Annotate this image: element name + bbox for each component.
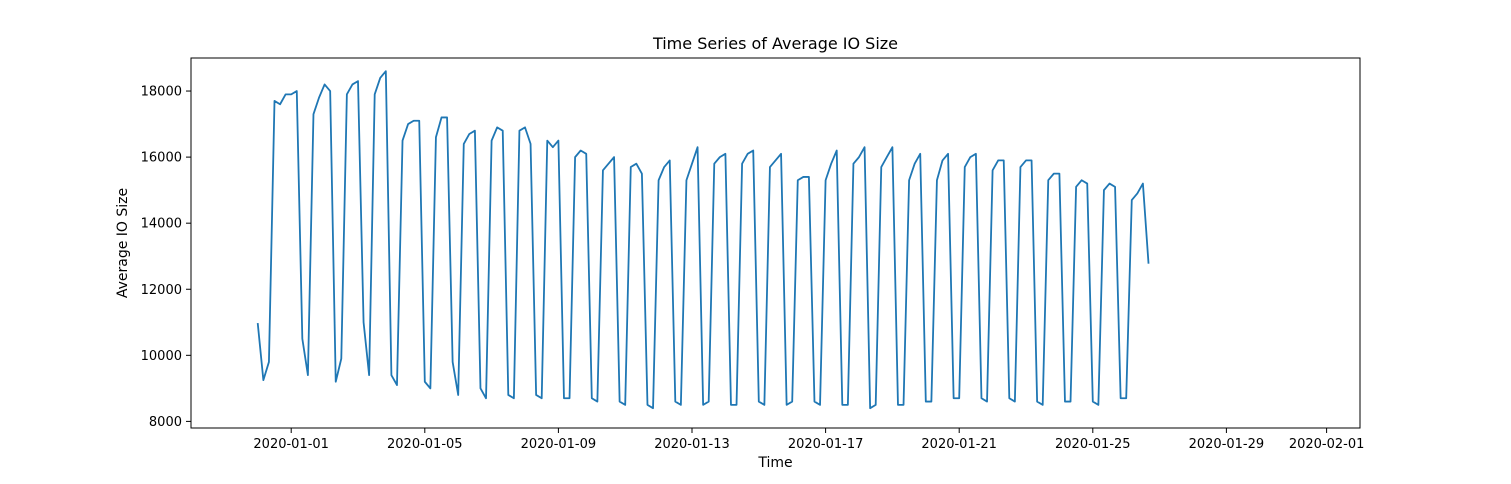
y-axis: 8000 10000 12000 14000 16000 18000 [141, 85, 191, 430]
x-tick-label: 2020-01-29 [1189, 437, 1265, 452]
y-tick-label: 10000 [141, 349, 182, 364]
x-tick-label: 2020-01-05 [387, 437, 463, 452]
x-tick-label: 2020-02-01 [1289, 437, 1365, 452]
chart-title: Time Series of Average IO Size [652, 34, 898, 53]
x-tick-label: 2020-01-17 [788, 437, 864, 452]
y-tick-label: 12000 [141, 283, 182, 298]
x-tick-label: 2020-01-13 [654, 437, 730, 452]
axes-frame [190, 57, 1361, 429]
x-tick-label: 2020-01-21 [921, 437, 997, 452]
x-axis: 2020-01-01 2020-01-05 2020-01-09 2020-01-13… [253, 428, 1364, 452]
x-tick-label: 2020-01-25 [1055, 437, 1131, 452]
data-layer [256, 70, 1150, 410]
x-tick-label: 2020-01-01 [253, 437, 329, 452]
y-axis-label: Average IO Size [115, 188, 131, 298]
x-tick-label: 2020-01-09 [521, 437, 597, 452]
series-line [256, 70, 1150, 410]
y-tick-label: 18000 [141, 85, 182, 100]
y-tick-label: 16000 [141, 151, 182, 166]
y-tick-label: 8000 [149, 415, 182, 430]
y-tick-label: 14000 [141, 217, 182, 232]
x-axis-label: Time [757, 455, 792, 471]
